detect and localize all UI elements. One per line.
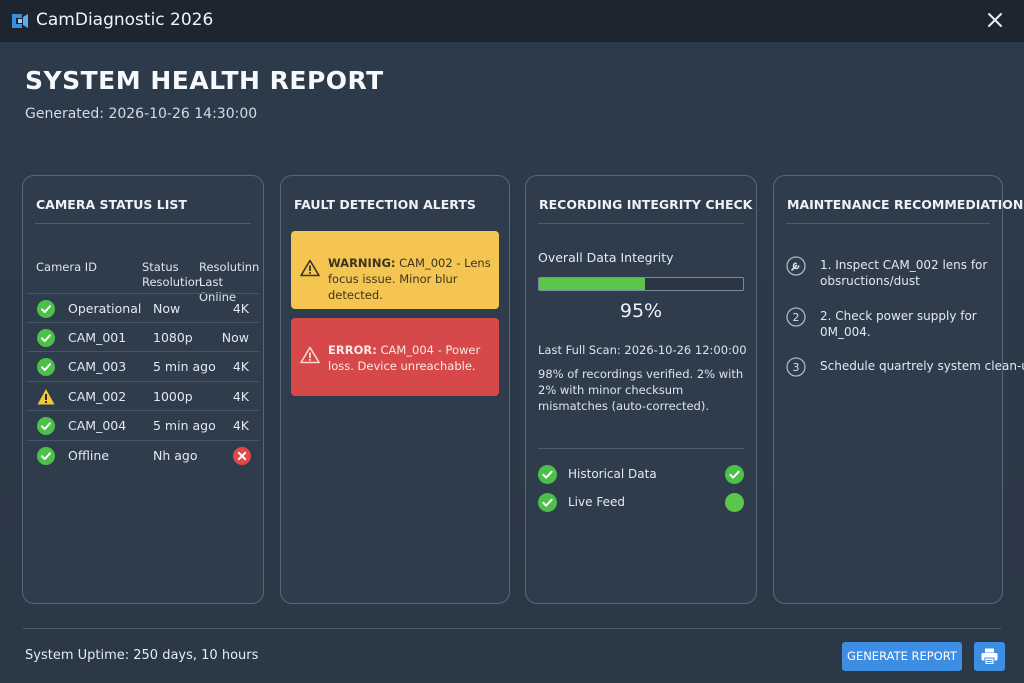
table-row[interactable]: Operational Now 4K: [27, 293, 259, 323]
printer-icon: [981, 648, 998, 665]
camera-id: Operational: [68, 301, 142, 316]
check-row-historical: Historical Data: [538, 464, 744, 486]
page-title: SYSTEM HEALTH REPORT: [25, 66, 384, 95]
check-circle-icon: [538, 493, 557, 512]
print-button[interactable]: [974, 642, 1005, 671]
camera-status: 1000p: [153, 388, 193, 404]
main-content: SYSTEM HEALTH REPORT Generated: 2026-10-…: [0, 42, 1024, 683]
alert-prefix: ERROR:: [328, 343, 377, 357]
alert-text: CAM_004 - Power loss. Device unreachable…: [328, 343, 481, 373]
integrity-progress-bar: [538, 277, 744, 291]
table-row[interactable]: CAM_004 5 min ago 4K: [27, 411, 259, 441]
check-circle-icon: [37, 328, 55, 347]
error-alert[interactable]: ERROR: CAM_004 - Power loss. Device unre…: [291, 318, 499, 396]
recommendation-text: 1. Inspect CAM_002 lens for obsructions/…: [820, 258, 988, 288]
integrity-label: Overall Data Integrity: [538, 250, 674, 265]
camera-resolution: 4K: [232, 388, 249, 404]
camera-status: 5 min ago: [153, 359, 216, 374]
camera-status: 1080p: [153, 329, 193, 345]
header-res-label: Resolutinn: [199, 260, 260, 274]
divider: [35, 223, 251, 224]
table-row[interactable]: CAM_002 1000p 4K: [27, 382, 259, 411]
divider: [538, 448, 744, 449]
camera-status-panel: CAMERA STATUS LIST Camera ID Status Reso…: [22, 175, 264, 604]
warning-triangle-icon: [300, 259, 320, 277]
column-header-camera-id: Camera ID: [36, 260, 98, 274]
camera-id: Offline: [68, 447, 110, 463]
column-header-status: Status Resolution: [142, 260, 202, 290]
warning-icon: [37, 388, 55, 404]
header-status-label: Status: [142, 260, 179, 274]
alert-prefix: WARNING:: [328, 256, 396, 270]
check-circle-icon: [37, 358, 55, 376]
camera-status: Nh ago: [153, 447, 198, 463]
check-label: Historical Data: [568, 467, 657, 481]
bullet-number: 2: [793, 311, 800, 324]
table-row[interactable]: CAM_001 1080p Now: [27, 323, 259, 352]
divider: [786, 223, 990, 224]
generate-report-button[interactable]: GENERATE REPORT: [842, 642, 962, 671]
camera-resolution: 4K: [232, 418, 249, 433]
camera-id: CAM_002: [68, 388, 127, 404]
title-bar: CamDiagnostic 2026: [0, 0, 1024, 42]
app-title: CamDiagnostic 2026: [36, 10, 214, 30]
check-label: Live Feed: [568, 495, 625, 509]
footer-divider: [23, 628, 1001, 629]
error-triangle-icon: [300, 346, 320, 364]
panel-title: FAULT DETECTION ALERTS: [294, 197, 476, 212]
integrity-note: 98% of recordings verified. 2% with 2% w…: [538, 367, 744, 413]
divider: [538, 223, 744, 224]
last-scan-timestamp: Last Full Scan: 2026-10-26 12:00:00: [538, 343, 747, 357]
camera-status: Now: [153, 301, 181, 316]
fault-alerts-panel: FAULT DETECTION ALERTS WARNING: CAM_002 …: [280, 175, 510, 604]
progress-fill: [539, 278, 646, 290]
camera-id: CAM_003: [68, 359, 127, 374]
panel-title: MAINTENANCE RECOMMEDIATIONS: [787, 197, 1024, 212]
camera-status: 5 min ago: [153, 418, 216, 433]
camera-resolution: Now: [221, 329, 249, 345]
warning-alert[interactable]: WARNING: CAM_002 - Lens focus issue. Min…: [291, 231, 499, 309]
header-resolution-label: Resolution: [142, 275, 203, 289]
alert-text: CAM_002 - Lens focus issue. Minor blur d…: [328, 256, 491, 302]
number-2-icon: 2: [786, 307, 806, 327]
table-row[interactable]: CAM_003 5 min ago 4K: [27, 352, 259, 382]
table-row[interactable]: Offline Nh ago: [27, 441, 259, 471]
check-circle-icon: [37, 417, 55, 435]
system-uptime: System Uptime: 250 days, 10 hours: [25, 648, 259, 663]
check-circle-icon: [37, 300, 55, 318]
check-circle-icon: [538, 465, 557, 484]
maintenance-panel: MAINTENANCE RECOMMEDIATIONS 1. Inspect C…: [773, 175, 1024, 604]
wrench-icon: [786, 256, 806, 276]
panel-title: RECORDING INTEGRITY CHECK: [539, 197, 753, 212]
check-circle-icon: [37, 446, 55, 465]
camera-resolution: 4K: [232, 301, 249, 316]
recording-integrity-panel: RECORDING INTEGRITY CHECK Overall Data I…: [525, 175, 757, 604]
camera-app-icon: [12, 14, 28, 28]
camera-id: CAM_004: [68, 418, 127, 433]
integrity-percent: 95%: [619, 300, 663, 322]
check-row-live-feed: Live Feed: [538, 492, 744, 514]
close-icon[interactable]: [984, 9, 1006, 31]
number-3-icon: 3: [786, 357, 806, 377]
recommendation-text: 2. Check power supply for 0M_004.: [820, 309, 977, 339]
recommendation-text: Schedule quartrely system clean-up: [820, 359, 1024, 373]
alert-message: WARNING: CAM_002 - Lens focus issue. Min…: [328, 255, 491, 303]
bullet-number: 3: [793, 361, 800, 374]
generated-timestamp: Generated: 2026-10-26 14:30:00: [25, 106, 258, 122]
camera-table: Operational Now 4K CAM_001 1080p Now CAM…: [27, 293, 259, 470]
alert-message: ERROR: CAM_004 - Power loss. Device unre…: [328, 342, 491, 374]
check-circle-icon: [725, 465, 744, 484]
panel-title: CAMERA STATUS LIST: [36, 197, 187, 212]
status-dot-icon: [725, 493, 744, 512]
camera-resolution: 4K: [232, 359, 249, 374]
error-x-icon: [233, 446, 251, 465]
camera-id: CAM_001: [68, 329, 127, 345]
